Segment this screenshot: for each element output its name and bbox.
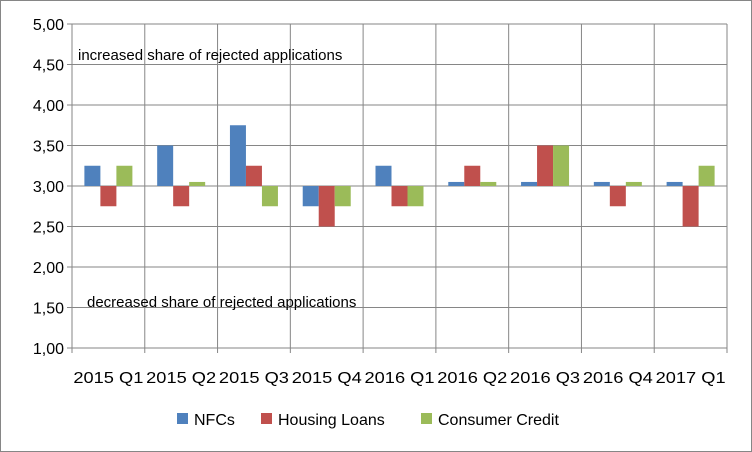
bar-consumer-credit [625,181,642,186]
x-category-label: 2015 Q3 [219,370,289,387]
bar-nfcs [157,145,174,186]
legend-swatch-nfcs [177,413,188,424]
legend-swatch-housing-loans [261,413,272,424]
bar-nfcs [666,181,683,186]
legend-label: NFCs [194,412,235,429]
y-tick-label: 3,50 [33,139,64,156]
bar-consumer-credit [698,165,715,186]
y-tick-label: 4,50 [33,58,64,75]
axes: 1,00 1,50 2,00 2,50 3,00 3,50 4,00 4,50 5,00 2015… [33,17,728,387]
y-tick-label: 1,50 [33,301,64,318]
bar-housing-loans [682,186,699,227]
x-category-label: 2015 Q1 [73,370,143,387]
bar-nfcs [448,181,465,186]
bar-consumer-credit [553,145,570,186]
x-category-label: 2016 Q1 [365,370,435,387]
legend-swatch-consumer-credit [421,413,432,424]
bars [84,125,715,227]
legend: NFCs Housing Loans Consumer Credit [177,412,559,429]
bar-nfcs [84,165,101,186]
bar-nfcs [521,181,538,186]
grid [72,23,728,348]
bar-housing-loans [318,186,335,227]
annotation-decreased: decreased share of rejected applications [87,294,356,311]
x-category-label: 2015 Q2 [146,370,216,387]
bar-consumer-credit [480,181,497,186]
bar-housing-loans [537,145,554,186]
x-category-label: 2015 Q4 [292,370,362,387]
bar-consumer-credit [189,181,206,186]
bar-consumer-credit [116,165,133,186]
bar-nfcs [593,181,610,186]
bar-consumer-credit [407,186,424,207]
bar-nfcs [229,125,246,186]
bar-consumer-credit [334,186,351,207]
y-tick-label: 2,00 [33,260,64,277]
y-tick-label: 4,00 [33,98,64,115]
bar-housing-loans [464,165,481,186]
x-category-label: 2016 Q4 [583,370,653,387]
bar-housing-loans [173,186,190,207]
y-tick-label: 5,00 [33,17,64,34]
annotation-increased: increased share of rejected applications [78,47,342,64]
bar-housing-loans [391,186,408,207]
y-tick-label: 1,00 [33,341,64,358]
x-category-label: 2016 Q2 [437,370,507,387]
bar-nfcs [302,186,319,207]
x-category-label: 2016 Q3 [510,370,580,387]
y-tick-label: 3,00 [33,179,64,196]
bar-nfcs [375,165,392,186]
bar-housing-loans [609,186,626,207]
bar-consumer-credit [261,186,278,207]
legend-label: Housing Loans [278,412,385,429]
bar-housing-loans [100,186,117,207]
bar-housing-loans [245,165,262,186]
legend-label: Consumer Credit [438,412,559,429]
y-tick-label: 2,50 [33,220,64,237]
x-category-label: 2017 Q1 [656,370,726,387]
